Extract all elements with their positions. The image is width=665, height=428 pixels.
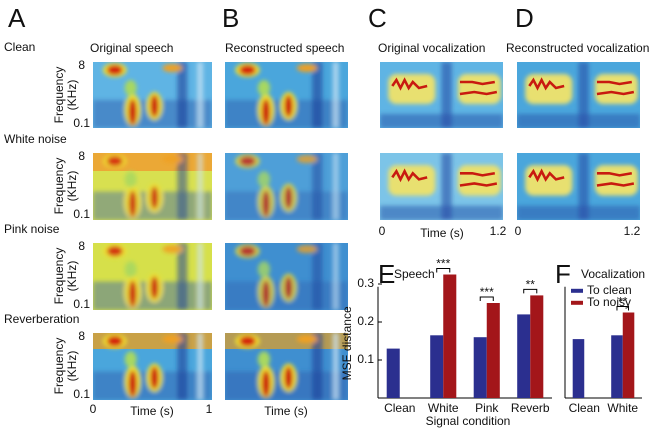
- legend-label: To clean: [587, 283, 632, 297]
- bar: [386, 348, 400, 398]
- column-title: Reconstructed speech: [225, 41, 344, 55]
- panel-letter: A: [8, 3, 26, 33]
- y-bottom: 0.1: [73, 297, 90, 311]
- panel-letter: F: [555, 259, 571, 289]
- significance-bracket: [479, 296, 494, 301]
- x-label: Time (s): [264, 404, 308, 418]
- bar: [517, 314, 531, 398]
- bar: [611, 335, 623, 398]
- y-label: Frequency: [52, 67, 66, 124]
- row-label: Pink noise: [4, 222, 60, 236]
- x-label: Time (s): [130, 404, 174, 418]
- panel-letter: B: [222, 3, 239, 33]
- bar: [530, 295, 544, 398]
- x-label: Time (s): [420, 226, 464, 240]
- y-tick-label: 0.1: [357, 352, 374, 366]
- x-end: 1: [206, 402, 213, 416]
- y-unit: (KHz): [65, 171, 79, 202]
- y-tick-label: 0.2: [357, 314, 374, 328]
- bar: [572, 339, 585, 398]
- bar: [622, 312, 635, 398]
- column-title: Reconstructed vocalization: [506, 41, 649, 55]
- legend-label: To noisy: [587, 295, 631, 309]
- bar: [473, 337, 487, 398]
- annotation: **: [526, 278, 536, 292]
- y-top: 8: [78, 239, 85, 253]
- spectrogram-axis: 8 0.1 8 0.1 8 0.1 8 0.1 Frequency (KHz) …: [52, 58, 640, 418]
- row-label: Clean: [4, 40, 35, 54]
- y-top: 8: [78, 149, 85, 163]
- panel-letter: E: [378, 259, 395, 289]
- significance-bracket: [523, 288, 538, 294]
- x-axis-label: Signal condition: [426, 414, 511, 428]
- bar: [486, 303, 500, 398]
- y-label: Frequency: [52, 248, 66, 305]
- y-unit: (KHz): [65, 351, 79, 382]
- annotation: ***: [436, 257, 450, 271]
- x-tick-label: Clean: [569, 401, 600, 415]
- annotation: **: [618, 295, 628, 309]
- y-top: 8: [78, 58, 85, 72]
- y-bottom: 0.1: [73, 207, 90, 221]
- y-unit: (KHz): [65, 261, 79, 292]
- y-label: Frequency: [52, 338, 66, 395]
- bar: [430, 335, 444, 398]
- panel-letter: C: [368, 3, 387, 33]
- x-end: 1.2: [624, 224, 641, 238]
- x-tick-label: White: [607, 401, 638, 415]
- x-end: 1.2: [490, 224, 507, 238]
- x-tick-label: Pink: [475, 401, 499, 415]
- y-bottom: 0.1: [73, 116, 90, 130]
- y-unit: (KHz): [65, 80, 79, 111]
- y-axis-label: MSE distance: [340, 306, 354, 380]
- x-tick-label: Clean: [384, 401, 415, 415]
- spectrogram: [93, 62, 212, 400]
- chart-title: Vocalization: [581, 267, 645, 281]
- chart-title: Speech: [394, 267, 435, 281]
- bar: [443, 274, 457, 398]
- x-tick-label: Reverb: [511, 401, 550, 415]
- spectrogram: [225, 62, 348, 400]
- x-tick-label: White: [428, 401, 459, 415]
- row-label: Reverberation: [4, 312, 79, 326]
- significance-bracket: [616, 306, 630, 311]
- legend-swatch: [571, 288, 583, 293]
- y-label: Frequency: [52, 158, 66, 215]
- annotation: ***: [480, 285, 494, 299]
- x-start: 0: [90, 402, 97, 416]
- spectrogram: [380, 62, 640, 220]
- x-start: 0: [379, 224, 386, 238]
- y-tick-label: 0.3: [357, 276, 374, 290]
- column-title: Original vocalization: [378, 41, 485, 55]
- significance-bracket: [436, 268, 451, 273]
- panel-letter: D: [515, 3, 534, 33]
- row-label: White noise: [4, 132, 67, 146]
- x-start: 0: [515, 224, 522, 238]
- column-title: Original speech: [90, 41, 173, 55]
- y-top: 8: [78, 329, 85, 343]
- legend-swatch: [571, 300, 583, 305]
- y-bottom: 0.1: [73, 387, 90, 401]
